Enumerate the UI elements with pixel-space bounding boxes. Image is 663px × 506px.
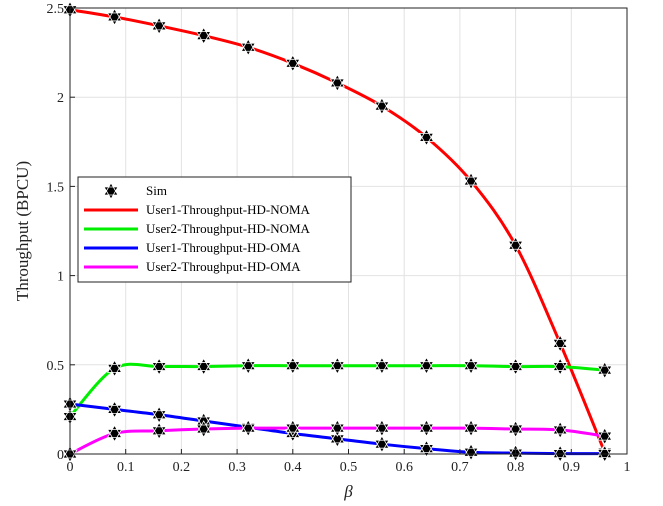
- sim-marker: [374, 356, 390, 375]
- sim-marker: [597, 427, 613, 445]
- sim-marker: [151, 422, 167, 440]
- sim-marker: [374, 97, 390, 115]
- sim-marker: [196, 26, 212, 45]
- sim-marker: [240, 356, 256, 375]
- sim-marker: [552, 334, 568, 353]
- x-tick-label: 0.9: [563, 460, 581, 475]
- sim-marker: [418, 356, 435, 375]
- x-tick-label: 0.3: [228, 460, 246, 475]
- sim-marker: [106, 400, 123, 419]
- axis-ticks: 0 0.1 0.2 0.3 0.4 0.5 0.6 0.7 0.8 0.9 1 0 0.5 1 1.5 2 2.…: [47, 2, 631, 475]
- sim-marker: [285, 356, 301, 375]
- sim-marker: [329, 430, 345, 448]
- x-tick-label: 0.2: [173, 460, 191, 475]
- legend-label-2: User2-Throughput-HD-NOMA: [146, 221, 311, 236]
- sim-marker: [285, 419, 301, 437]
- legend-label-3: User1-Throughput-HD-OMA: [146, 240, 301, 255]
- y-axis-label: Throughput (BPCU): [13, 161, 32, 301]
- sim-marker: [418, 419, 435, 437]
- sim-marker: [151, 17, 167, 35]
- sim-marker: [463, 172, 479, 190]
- x-tick-label: 0.8: [507, 460, 525, 475]
- legend: Sim User1-Throughput-HD-NOMA User2-Through…: [77, 176, 352, 283]
- x-tick-label: 0.6: [395, 460, 413, 475]
- sim-marker: [374, 435, 390, 453]
- legend-label-sim: Sim: [146, 183, 167, 198]
- sim-marker: [106, 424, 123, 443]
- sim-marker: [106, 359, 123, 378]
- sim-marker: [418, 128, 435, 147]
- sim-marker: [196, 420, 212, 438]
- x-axis-label: β: [343, 482, 353, 501]
- y-tick-label: 1: [57, 270, 64, 285]
- sim-marker: [507, 236, 524, 255]
- sim-marker: [329, 356, 345, 375]
- x-tick-label: 0.1: [117, 460, 135, 475]
- sim-marker: [552, 357, 568, 376]
- y-tick-label: 0: [57, 448, 64, 463]
- y-tick-label: 2: [57, 91, 64, 106]
- sim-marker: [151, 357, 167, 376]
- legend-marker-sim: [103, 182, 119, 200]
- sim-marker: [463, 419, 479, 437]
- sim-marker: [196, 357, 212, 376]
- sim-marker: [507, 357, 524, 376]
- sim-marker: [374, 419, 390, 437]
- sim-marker: [463, 356, 479, 375]
- sim-marker: [597, 361, 613, 379]
- sim-marker: [552, 421, 568, 439]
- x-tick-label: 0.7: [451, 460, 469, 475]
- x-tick-label: 1: [624, 460, 631, 475]
- sim-marker: [240, 38, 256, 57]
- sim-marker: [329, 419, 345, 437]
- y-tick-label: 2.5: [47, 2, 65, 17]
- sim-marker: [106, 8, 123, 26]
- sim-marker: [329, 74, 345, 92]
- x-tick-label: 0: [67, 460, 74, 475]
- sim-marker: [151, 405, 167, 424]
- x-tick-label: 0.5: [340, 460, 358, 475]
- x-tick-label: 0.4: [284, 460, 302, 475]
- sim-marker: [418, 439, 435, 458]
- sim-marker: [285, 54, 301, 73]
- legend-label-1: User1-Throughput-HD-NOMA: [146, 202, 311, 217]
- sim-marker: [240, 419, 256, 437]
- legend-label-4: User2-Throughput-HD-OMA: [146, 259, 301, 274]
- y-tick-label: 0.5: [47, 359, 65, 374]
- sim-marker: [507, 420, 524, 438]
- y-tick-label: 1.5: [47, 180, 65, 195]
